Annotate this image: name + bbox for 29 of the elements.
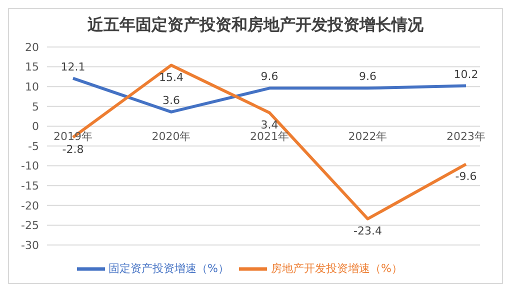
- legend-label: 固定资产投资增速（%）: [108, 262, 229, 276]
- y-tick-label: 10: [25, 80, 39, 94]
- data-label: 3.4: [260, 118, 278, 132]
- y-tick-label: -30: [21, 238, 39, 252]
- data-label: 9.6: [359, 70, 376, 84]
- y-tick-label: -20: [21, 199, 39, 212]
- data-label: 12.1: [60, 60, 86, 74]
- x-tick-label: 2021年: [250, 130, 289, 144]
- x-tick-label: 2020年: [152, 130, 191, 144]
- data-label: 15.4: [159, 71, 184, 84]
- y-tick-label: 20: [25, 40, 39, 54]
- data-label: -9.6: [455, 170, 477, 184]
- y-tick-label: -15: [21, 180, 39, 193]
- x-tick-label: 2019年: [54, 130, 92, 144]
- y-tick-label: 5: [32, 100, 39, 114]
- chart-title: 近五年固定资产投资和房地产开发投资增长情况: [86, 14, 424, 36]
- x-tick-label: 2023年: [446, 130, 486, 144]
- y-tick-label: 15: [25, 60, 39, 74]
- data-label: 9.6: [260, 70, 278, 84]
- data-label: -2.8: [62, 143, 84, 156]
- y-tick-label: -10: [21, 160, 39, 173]
- data-label: 3.6: [162, 94, 180, 107]
- data-label: -23.4: [354, 224, 382, 238]
- legend-label: 房地产开发投资增速（%）: [271, 262, 402, 276]
- y-tick-label: -25: [21, 219, 39, 232]
- x-tick-label: 2022年: [348, 130, 388, 144]
- y-tick-label: -5: [28, 140, 39, 153]
- data-label: 10.2: [454, 68, 478, 81]
- y-tick-label: 0: [32, 120, 39, 134]
